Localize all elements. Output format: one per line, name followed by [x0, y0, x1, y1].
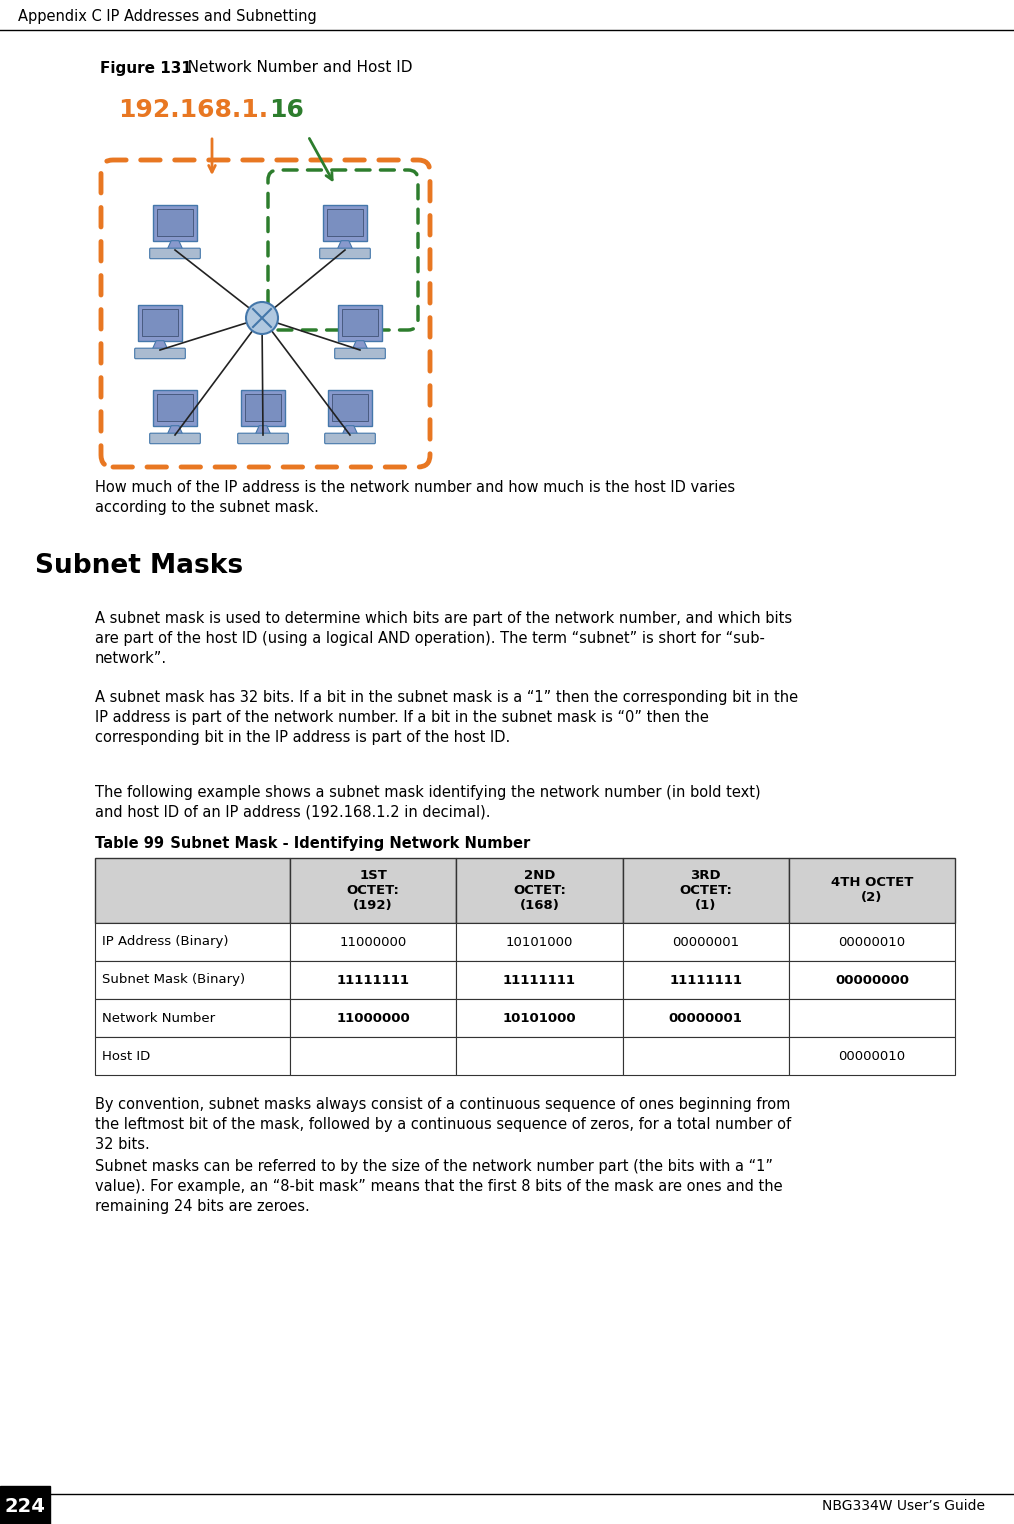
FancyBboxPatch shape	[153, 206, 197, 241]
FancyBboxPatch shape	[0, 1486, 50, 1524]
Text: Subnet masks can be referred to by the size of the network number part (the bits: Subnet masks can be referred to by the s…	[95, 1158, 783, 1213]
FancyBboxPatch shape	[623, 962, 789, 1000]
Text: 1ST
OCTET:
(192): 1ST OCTET: (192)	[347, 869, 400, 911]
Polygon shape	[256, 425, 271, 434]
FancyBboxPatch shape	[241, 390, 285, 425]
FancyBboxPatch shape	[623, 1000, 789, 1036]
Polygon shape	[343, 425, 358, 434]
FancyBboxPatch shape	[290, 924, 456, 962]
FancyBboxPatch shape	[237, 433, 288, 443]
Text: A subnet mask is used to determine which bits are part of the network number, an: A subnet mask is used to determine which…	[95, 611, 792, 666]
FancyBboxPatch shape	[95, 1036, 290, 1074]
Text: 00000001: 00000001	[672, 936, 739, 948]
FancyBboxPatch shape	[290, 858, 456, 924]
FancyBboxPatch shape	[135, 347, 186, 358]
Text: 11111111: 11111111	[337, 974, 410, 986]
Text: Table 99: Table 99	[95, 837, 164, 850]
Polygon shape	[152, 341, 167, 349]
FancyBboxPatch shape	[319, 248, 370, 259]
FancyBboxPatch shape	[789, 962, 955, 1000]
FancyBboxPatch shape	[153, 390, 197, 425]
Text: Host ID: Host ID	[102, 1050, 150, 1062]
FancyBboxPatch shape	[138, 305, 183, 341]
Text: 11000000: 11000000	[337, 1012, 410, 1024]
Text: Network Number and Host ID: Network Number and Host ID	[173, 61, 413, 76]
FancyBboxPatch shape	[322, 206, 367, 241]
Text: Appendix C IP Addresses and Subnetting: Appendix C IP Addresses and Subnetting	[18, 9, 316, 23]
FancyBboxPatch shape	[335, 347, 385, 358]
Text: The following example shows a subnet mask identifying the network number (in bol: The following example shows a subnet mas…	[95, 785, 761, 820]
Text: 10101000: 10101000	[506, 936, 573, 948]
FancyBboxPatch shape	[245, 395, 281, 422]
FancyBboxPatch shape	[456, 1036, 623, 1074]
FancyBboxPatch shape	[623, 924, 789, 962]
FancyBboxPatch shape	[95, 924, 290, 962]
Text: 2ND
OCTET:
(168): 2ND OCTET: (168)	[513, 869, 566, 911]
Polygon shape	[338, 241, 353, 250]
Polygon shape	[167, 425, 183, 434]
Text: A subnet mask has 32 bits. If a bit in the subnet mask is a “1” then the corresp: A subnet mask has 32 bits. If a bit in t…	[95, 690, 798, 745]
Text: NBG334W User’s Guide: NBG334W User’s Guide	[822, 1500, 985, 1513]
Text: Network Number: Network Number	[102, 1012, 215, 1024]
Text: Subnet Masks: Subnet Masks	[35, 553, 243, 579]
FancyBboxPatch shape	[623, 858, 789, 924]
FancyBboxPatch shape	[333, 395, 368, 422]
Circle shape	[246, 302, 278, 334]
FancyBboxPatch shape	[142, 309, 177, 337]
Text: 3RD
OCTET:
(1): 3RD OCTET: (1)	[679, 869, 732, 911]
Text: 00000010: 00000010	[839, 1050, 906, 1062]
Text: Subnet Mask (Binary): Subnet Mask (Binary)	[102, 974, 245, 986]
Text: 00000001: 00000001	[668, 1012, 742, 1024]
Text: 00000010: 00000010	[839, 936, 906, 948]
Polygon shape	[352, 341, 368, 349]
FancyBboxPatch shape	[324, 433, 375, 443]
FancyBboxPatch shape	[623, 1036, 789, 1074]
FancyBboxPatch shape	[157, 395, 193, 422]
Text: 224: 224	[4, 1497, 46, 1515]
FancyBboxPatch shape	[456, 858, 623, 924]
FancyBboxPatch shape	[789, 858, 955, 924]
FancyBboxPatch shape	[789, 1036, 955, 1074]
FancyBboxPatch shape	[150, 248, 201, 259]
Text: 16: 16	[269, 98, 304, 122]
FancyBboxPatch shape	[290, 1000, 456, 1036]
FancyBboxPatch shape	[290, 962, 456, 1000]
Text: How much of the IP address is the network number and how much is the host ID var: How much of the IP address is the networ…	[95, 480, 735, 515]
FancyBboxPatch shape	[95, 1000, 290, 1036]
Text: 11111111: 11111111	[669, 974, 742, 986]
FancyBboxPatch shape	[95, 962, 290, 1000]
FancyBboxPatch shape	[789, 1000, 955, 1036]
FancyBboxPatch shape	[95, 858, 290, 924]
FancyBboxPatch shape	[456, 1000, 623, 1036]
Text: By convention, subnet masks always consist of a continuous sequence of ones begi: By convention, subnet masks always consi…	[95, 1097, 791, 1152]
Text: 11111111: 11111111	[503, 974, 576, 986]
Text: Subnet Mask - Identifying Network Number: Subnet Mask - Identifying Network Number	[155, 837, 530, 850]
FancyBboxPatch shape	[342, 309, 378, 337]
Text: 00000000: 00000000	[835, 974, 909, 986]
Text: 11000000: 11000000	[340, 936, 407, 948]
Text: 4TH OCTET
(2): 4TH OCTET (2)	[830, 876, 913, 905]
Text: Figure 131: Figure 131	[100, 61, 192, 76]
FancyBboxPatch shape	[150, 433, 201, 443]
FancyBboxPatch shape	[789, 924, 955, 962]
Polygon shape	[167, 241, 183, 250]
Text: IP Address (Binary): IP Address (Binary)	[102, 936, 228, 948]
FancyBboxPatch shape	[338, 305, 382, 341]
Text: 10101000: 10101000	[503, 1012, 576, 1024]
FancyBboxPatch shape	[157, 209, 193, 236]
FancyBboxPatch shape	[328, 209, 363, 236]
FancyBboxPatch shape	[456, 924, 623, 962]
FancyBboxPatch shape	[290, 1036, 456, 1074]
Text: 192.168.1.: 192.168.1.	[118, 98, 268, 122]
FancyBboxPatch shape	[328, 390, 372, 425]
FancyBboxPatch shape	[456, 962, 623, 1000]
